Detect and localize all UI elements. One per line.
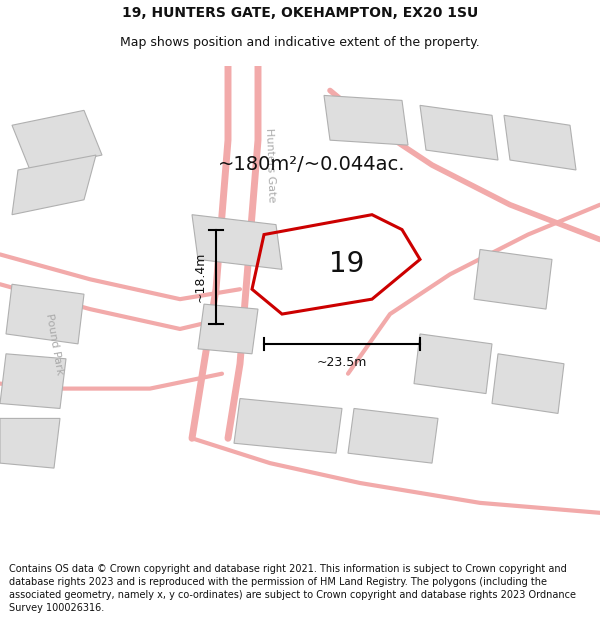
Text: 19, HUNTERS GATE, OKEHAMPTON, EX20 1SU: 19, HUNTERS GATE, OKEHAMPTON, EX20 1SU xyxy=(122,6,478,20)
Polygon shape xyxy=(324,96,408,145)
Polygon shape xyxy=(192,214,282,269)
Polygon shape xyxy=(234,399,342,453)
Polygon shape xyxy=(492,354,564,414)
Text: ~180m²/~0.044ac.: ~180m²/~0.044ac. xyxy=(218,156,406,174)
Text: 19: 19 xyxy=(329,251,364,278)
Polygon shape xyxy=(0,354,66,409)
Text: ~23.5m: ~23.5m xyxy=(317,356,367,369)
Polygon shape xyxy=(0,418,60,468)
Polygon shape xyxy=(198,304,258,354)
Polygon shape xyxy=(474,249,552,309)
Text: Hunters Gate: Hunters Gate xyxy=(264,127,276,202)
Polygon shape xyxy=(504,115,576,170)
Polygon shape xyxy=(12,111,102,170)
Polygon shape xyxy=(12,155,96,214)
Text: ~18.4m: ~18.4m xyxy=(194,252,207,302)
Text: Pound Park: Pound Park xyxy=(44,312,64,376)
Text: Map shows position and indicative extent of the property.: Map shows position and indicative extent… xyxy=(120,36,480,49)
Text: Contains OS data © Crown copyright and database right 2021. This information is : Contains OS data © Crown copyright and d… xyxy=(9,564,576,613)
Polygon shape xyxy=(414,334,492,394)
Polygon shape xyxy=(348,409,438,463)
Polygon shape xyxy=(420,106,498,160)
Polygon shape xyxy=(6,284,84,344)
